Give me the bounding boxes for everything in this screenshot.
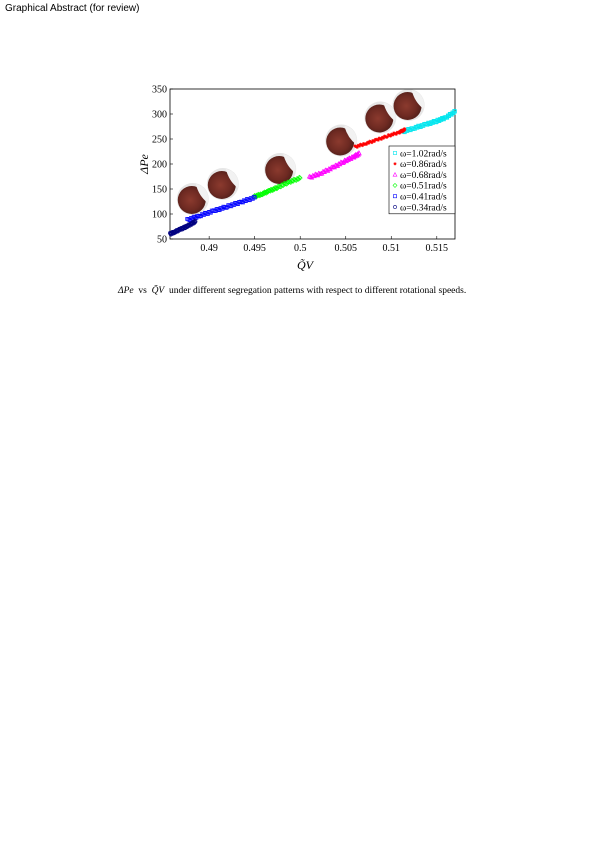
y-tick-label: 250 [152, 135, 167, 146]
scatter-point [193, 219, 198, 224]
scatter-point [297, 175, 303, 181]
scatter-series [185, 194, 257, 222]
drum-inset-image [364, 101, 397, 134]
scatter-point [386, 135, 390, 139]
scatter-chart: 0.49 0.495 0.5 0.505 0.51 0.515 50 100 150 200 250… [137, 85, 457, 272]
scatter-point [372, 139, 376, 144]
scatter-point [391, 133, 395, 137]
scatter-series [353, 127, 407, 149]
scatter-point [356, 150, 362, 156]
x-tick-label: 0.51 [383, 243, 401, 254]
scatter-point [223, 205, 228, 210]
scatter-point [403, 127, 407, 132]
x-tick-label: 0.495 [243, 243, 266, 254]
x-tick-label: 0.5 [294, 243, 307, 254]
y-tick-label: 350 [152, 85, 167, 96]
y-tick-label: 200 [152, 160, 167, 171]
scatter-point [392, 171, 398, 177]
scatter-point [382, 136, 386, 140]
scatter-point [452, 108, 457, 113]
caption-vs: vs [138, 286, 147, 296]
scatter-series [168, 218, 198, 237]
x-tick-label: 0.505 [334, 243, 357, 254]
legend-entry: ω=0.51rad/s [400, 182, 447, 192]
scatter-series [400, 108, 457, 135]
legend-entry: ω=0.34rad/s [400, 203, 447, 213]
scatter-point [252, 195, 257, 200]
drum-inset-image [264, 153, 297, 185]
scatter-point [392, 182, 398, 188]
x-tick-label: 0.515 [426, 243, 449, 254]
legend-entry: ω=0.41rad/s [400, 193, 447, 203]
scatter-point [399, 130, 403, 134]
scatter-point [397, 131, 402, 135]
caption-yvar: ΔPe [118, 286, 134, 296]
scatter-point [317, 171, 323, 176]
legend-box [388, 145, 456, 215]
scatter-point [364, 142, 369, 146]
drum-inset-image [325, 124, 358, 157]
drum-inset-image [176, 183, 209, 215]
scatter-point [389, 134, 393, 138]
scatter-point [393, 194, 397, 199]
y-axis-label-text: ΔPe [137, 153, 151, 174]
axis-ticks: 0.49 0.495 0.5 0.505 0.51 0.515 50 100 150 200 250… [152, 85, 448, 255]
scatter-point [401, 130, 405, 134]
y-tick-label: 100 [152, 210, 167, 221]
drum-inset-image [206, 168, 239, 200]
legend-entry: ω=1.02rad/s [400, 149, 447, 159]
scatter-point [393, 151, 397, 155]
caption-text: under different segregation patterns wit… [168, 286, 467, 296]
scatter-point [376, 138, 380, 142]
scatter-point [393, 205, 397, 209]
scatter-point [379, 137, 383, 141]
legend-entry: ω=0.68rad/s [400, 171, 447, 181]
scatter-point [394, 132, 398, 136]
legend: ω=1.02rad/sω=0.86rad/sω=0.68rad/sω=0.51r… [388, 145, 456, 215]
figure-caption: ΔPe vs Q̃V under different segregation p… [118, 286, 518, 296]
scatter-point [355, 145, 359, 149]
scatter-point [329, 164, 335, 170]
scatter-point [251, 194, 256, 199]
y-tick-label: 150 [152, 185, 167, 196]
scatter-series [306, 150, 362, 180]
y-tick-label: 300 [152, 110, 167, 121]
scatter-point [393, 162, 397, 166]
scatter-point [370, 140, 374, 145]
y-tick-label: 50 [157, 235, 167, 246]
scatter-point [187, 222, 191, 227]
scatter-point [367, 141, 371, 145]
x-tick-label: 0.49 [200, 243, 218, 254]
graphical-abstract-header: Graphical Abstract (for review) [5, 3, 140, 14]
scatter-point [453, 109, 457, 114]
scatter-point [224, 205, 229, 210]
caption-xvar: Q̃V [151, 286, 165, 296]
x-axis-label-text: Q̃V [297, 258, 315, 272]
drum-inset-image [392, 89, 425, 121]
drum-inset-images [176, 89, 425, 215]
scatter-series [252, 174, 303, 200]
scatter-point [357, 144, 362, 148]
y-axis-label: ΔPe [137, 153, 151, 174]
scatter-point [328, 164, 334, 170]
legend-entry: ω=0.86rad/s [400, 160, 447, 170]
scatter-point [361, 143, 365, 148]
data-points [168, 108, 457, 237]
x-axis-label: Q̃V [297, 258, 315, 272]
